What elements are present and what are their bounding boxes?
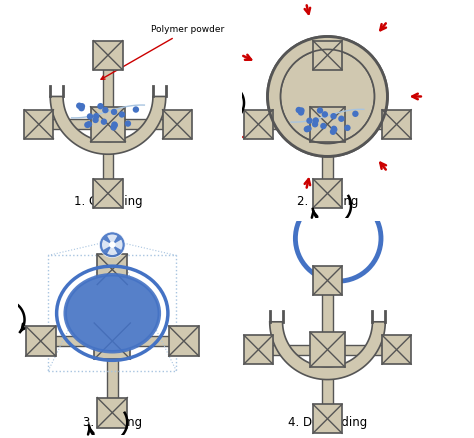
Bar bbox=[97, 398, 128, 427]
Bar bbox=[258, 345, 397, 355]
Bar bbox=[26, 326, 56, 356]
Bar bbox=[244, 110, 273, 139]
Circle shape bbox=[296, 107, 302, 113]
Circle shape bbox=[92, 117, 99, 123]
Bar bbox=[41, 336, 184, 346]
Bar bbox=[107, 269, 118, 413]
Circle shape bbox=[111, 109, 117, 115]
Circle shape bbox=[331, 126, 337, 133]
Wedge shape bbox=[112, 240, 123, 250]
Bar bbox=[93, 41, 123, 70]
Bar bbox=[244, 335, 273, 364]
Circle shape bbox=[102, 107, 109, 113]
Bar bbox=[258, 119, 397, 129]
Circle shape bbox=[312, 117, 319, 124]
Bar bbox=[93, 179, 123, 208]
Circle shape bbox=[111, 122, 118, 128]
Bar bbox=[313, 179, 342, 208]
Bar bbox=[91, 107, 126, 142]
Circle shape bbox=[330, 128, 336, 135]
Circle shape bbox=[133, 106, 139, 113]
Text: Polymer powder: Polymer powder bbox=[101, 25, 224, 79]
Bar bbox=[313, 404, 342, 433]
Circle shape bbox=[109, 241, 116, 248]
Bar bbox=[313, 41, 342, 70]
Circle shape bbox=[97, 103, 104, 110]
Text: 4. Demolding: 4. Demolding bbox=[288, 416, 367, 429]
Circle shape bbox=[352, 111, 359, 117]
Circle shape bbox=[110, 124, 117, 131]
Circle shape bbox=[93, 113, 100, 120]
Polygon shape bbox=[270, 322, 385, 380]
Circle shape bbox=[78, 105, 85, 111]
Bar bbox=[24, 110, 54, 139]
Bar bbox=[39, 119, 177, 129]
Circle shape bbox=[125, 120, 131, 127]
Bar bbox=[322, 280, 333, 419]
Circle shape bbox=[305, 125, 311, 132]
Circle shape bbox=[100, 119, 107, 125]
Text: 1. Charging: 1. Charging bbox=[73, 195, 142, 208]
Text: 2. Heating: 2. Heating bbox=[297, 195, 358, 208]
Circle shape bbox=[298, 109, 304, 116]
Bar bbox=[322, 55, 333, 194]
Circle shape bbox=[111, 121, 118, 128]
Circle shape bbox=[344, 125, 351, 131]
Circle shape bbox=[320, 123, 327, 129]
Circle shape bbox=[304, 126, 310, 132]
Wedge shape bbox=[107, 234, 118, 245]
Circle shape bbox=[322, 111, 328, 117]
Polygon shape bbox=[50, 96, 166, 154]
Circle shape bbox=[100, 232, 125, 258]
Bar bbox=[313, 266, 342, 295]
Bar bbox=[163, 110, 191, 139]
Circle shape bbox=[86, 121, 92, 127]
Circle shape bbox=[84, 122, 91, 128]
Bar bbox=[382, 335, 411, 364]
Circle shape bbox=[331, 126, 337, 132]
Circle shape bbox=[317, 107, 323, 114]
Bar bbox=[94, 323, 130, 359]
Bar bbox=[310, 107, 345, 142]
Circle shape bbox=[330, 113, 337, 120]
Ellipse shape bbox=[65, 275, 159, 352]
Circle shape bbox=[79, 103, 85, 110]
Bar bbox=[48, 255, 176, 371]
Ellipse shape bbox=[65, 275, 159, 352]
Bar bbox=[169, 326, 199, 356]
Circle shape bbox=[76, 102, 82, 109]
Circle shape bbox=[118, 111, 125, 118]
Circle shape bbox=[87, 113, 93, 120]
Wedge shape bbox=[102, 240, 112, 250]
Circle shape bbox=[312, 121, 318, 127]
Bar bbox=[97, 254, 128, 285]
Bar bbox=[382, 110, 411, 139]
Wedge shape bbox=[107, 245, 118, 255]
Bar bbox=[310, 332, 345, 367]
Circle shape bbox=[298, 107, 305, 114]
Polygon shape bbox=[268, 36, 387, 156]
Bar bbox=[103, 55, 113, 194]
Circle shape bbox=[306, 117, 313, 124]
Circle shape bbox=[338, 116, 345, 122]
Circle shape bbox=[281, 49, 374, 144]
Text: 3. Cooling: 3. Cooling bbox=[82, 416, 142, 429]
